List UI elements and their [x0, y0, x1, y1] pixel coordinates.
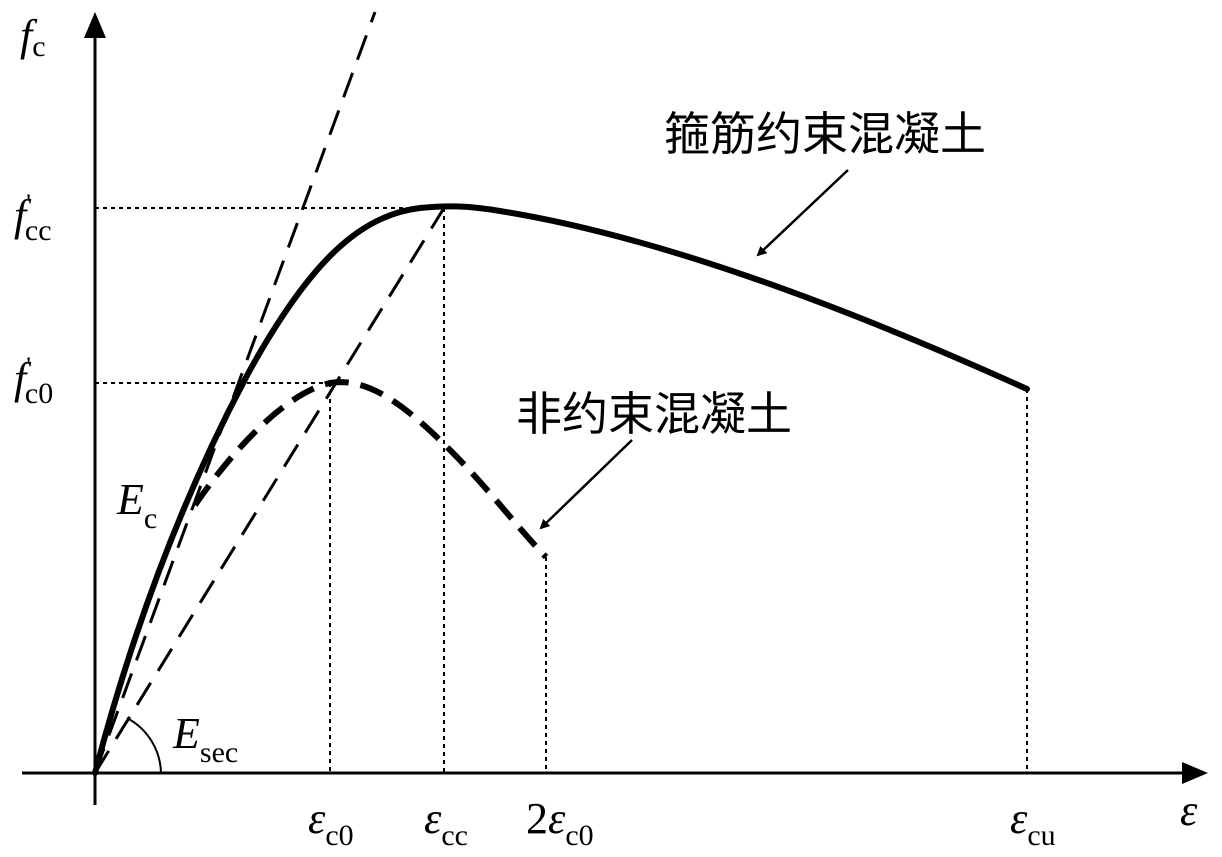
unconfined-callout-arrow	[539, 439, 633, 530]
secant-angle-arc	[126, 717, 162, 774]
y-axis-label: fc	[20, 11, 46, 63]
confined-callout-arrow	[756, 169, 849, 257]
x-tick-2ec0: 2εc0	[526, 794, 594, 852]
secant-line-confined	[93, 207, 446, 774]
x-axis-arrow-icon	[1182, 762, 1208, 784]
confined-concrete-curve	[92, 203, 1030, 776]
x-tick-ec0: εc0	[308, 794, 354, 852]
confined-concrete-label: 箍筋约束混凝土	[664, 107, 986, 161]
unconfined-concrete-curve	[192, 379, 549, 560]
x-axis-label: ε	[1180, 786, 1198, 835]
unconfined-concrete-label: 非约束混凝土	[516, 387, 792, 441]
y-tick-fc0: f' c0	[14, 352, 53, 410]
y-tick-fcc: f' cc	[14, 189, 52, 247]
secant-modulus-label: Esec	[172, 709, 238, 769]
tangent-modulus-label: Ec	[116, 475, 157, 535]
x-tick-ecu: εcu	[1010, 794, 1056, 852]
y-axis-arrow-icon	[84, 12, 106, 38]
x-tick-ecc: εcc	[424, 794, 468, 852]
